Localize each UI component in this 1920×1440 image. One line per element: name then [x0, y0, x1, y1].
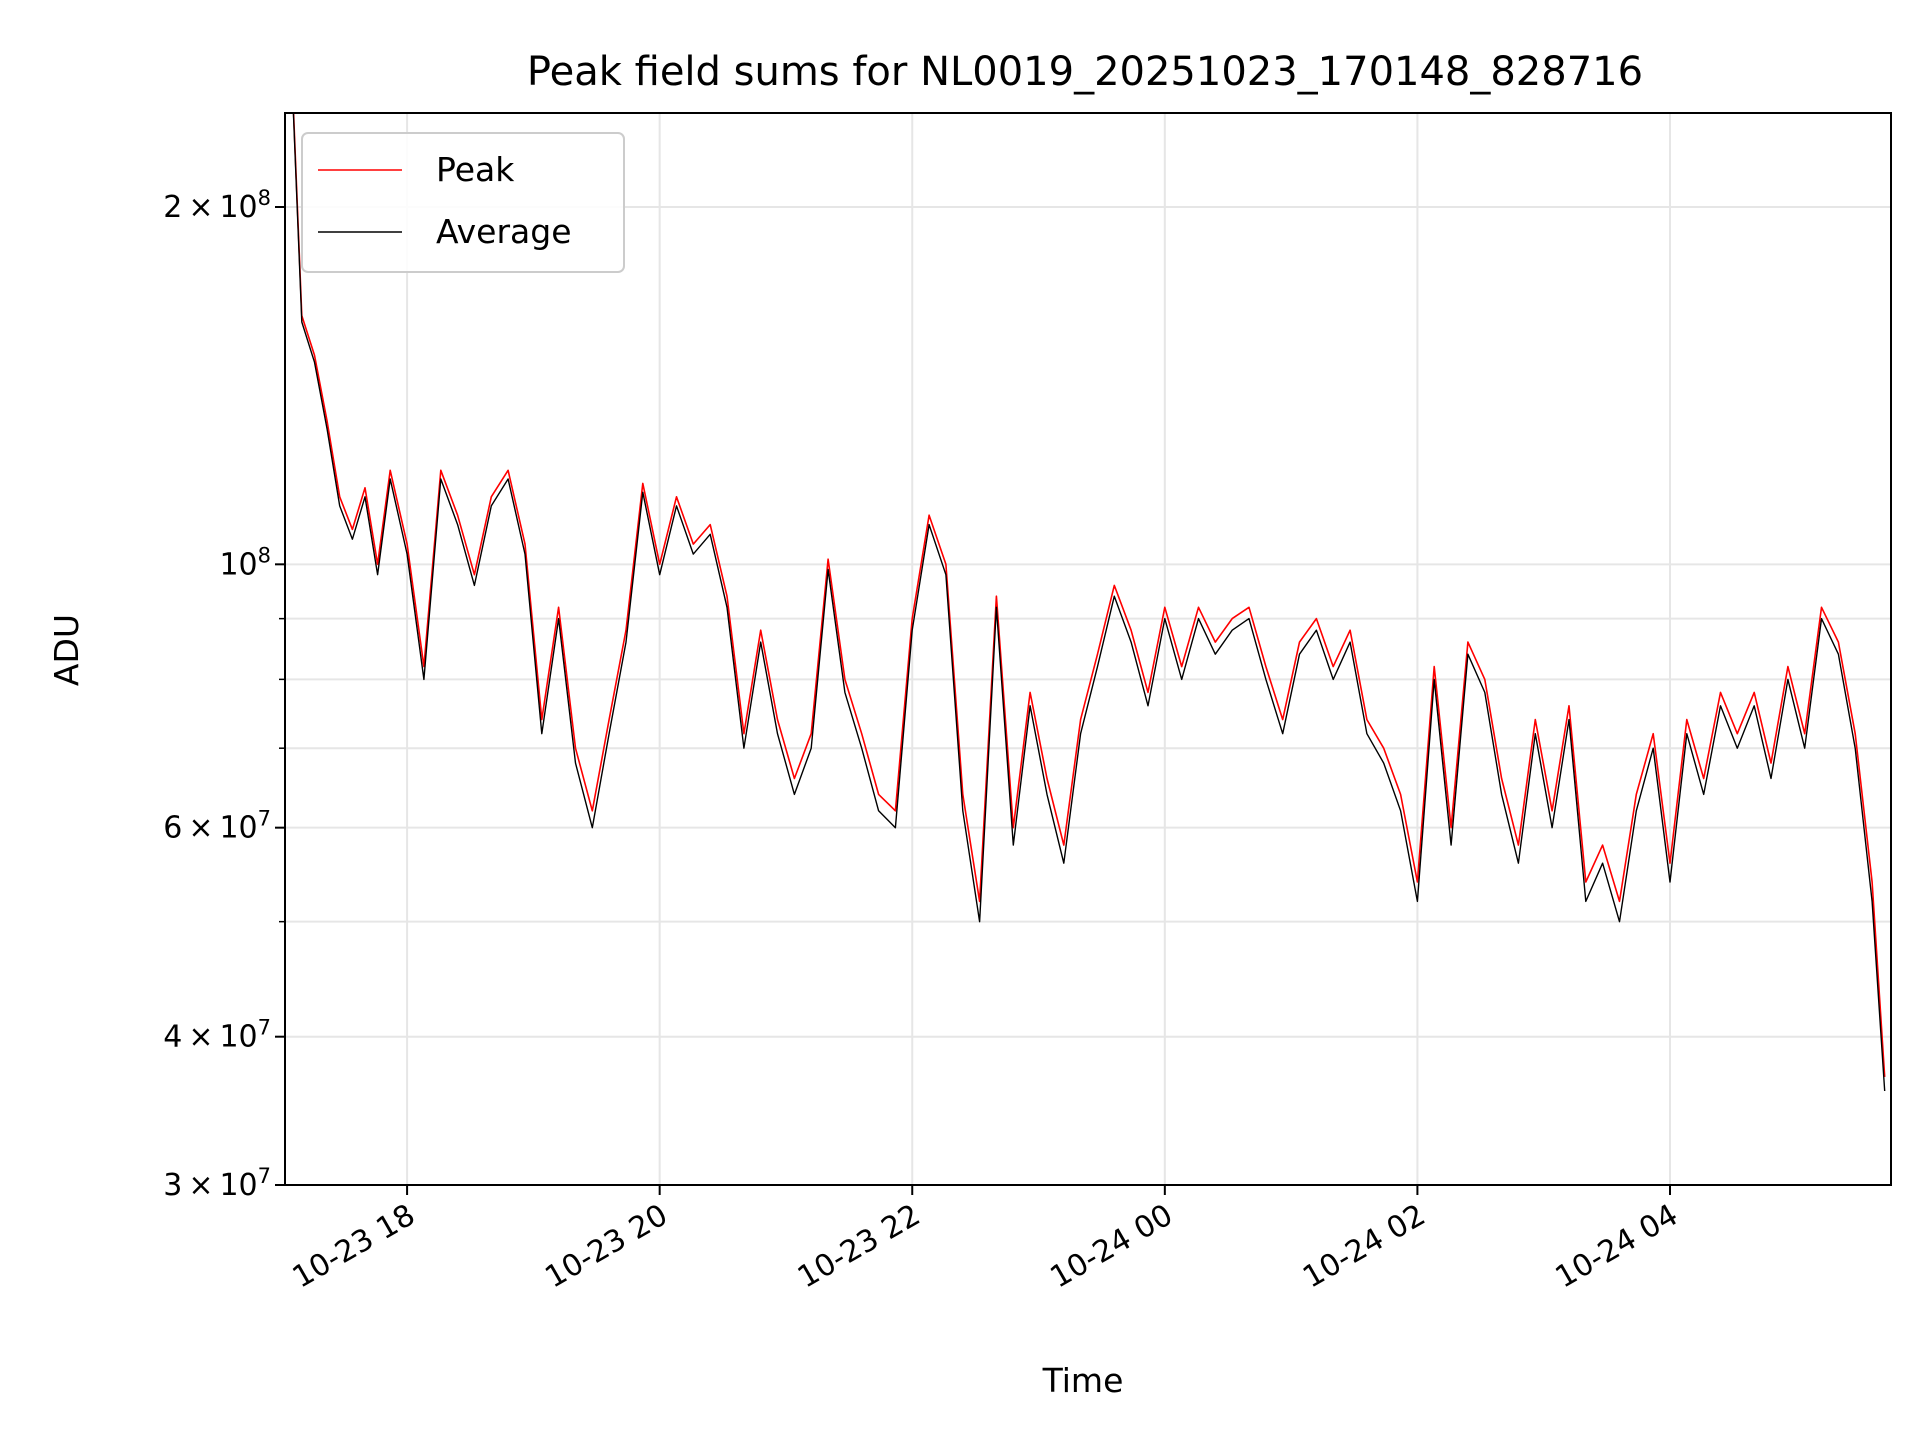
y-tick-label: 3 × 107 [163, 1164, 271, 1203]
y-axis: 3 × 107 4 × 107 6 × 107 108 2 × 108 [163, 186, 285, 1203]
y-tick-label: 4 × 107 [163, 1016, 271, 1055]
grid-lines [285, 113, 1891, 1186]
y-axis-label: ADU [47, 614, 86, 686]
legend-label-peak: Peak [436, 150, 515, 189]
plot-area [292, 113, 1886, 1092]
series-line-average [292, 113, 1886, 1092]
y-tick-label: 108 [219, 543, 271, 582]
legend-box [301, 132, 625, 273]
x-axis-label: Time [1042, 1361, 1124, 1400]
plot-frame [284, 112, 1892, 1186]
series-line-peak [292, 113, 1886, 1077]
legend-label-average: Average [436, 212, 572, 251]
y-tick-label: 6 × 107 [163, 807, 271, 846]
chart-title: Peak field sums for NL0019_20251023_1701… [527, 49, 1643, 95]
y-tick-label: 2 × 108 [163, 186, 271, 225]
legend: Peak Average [301, 132, 625, 273]
